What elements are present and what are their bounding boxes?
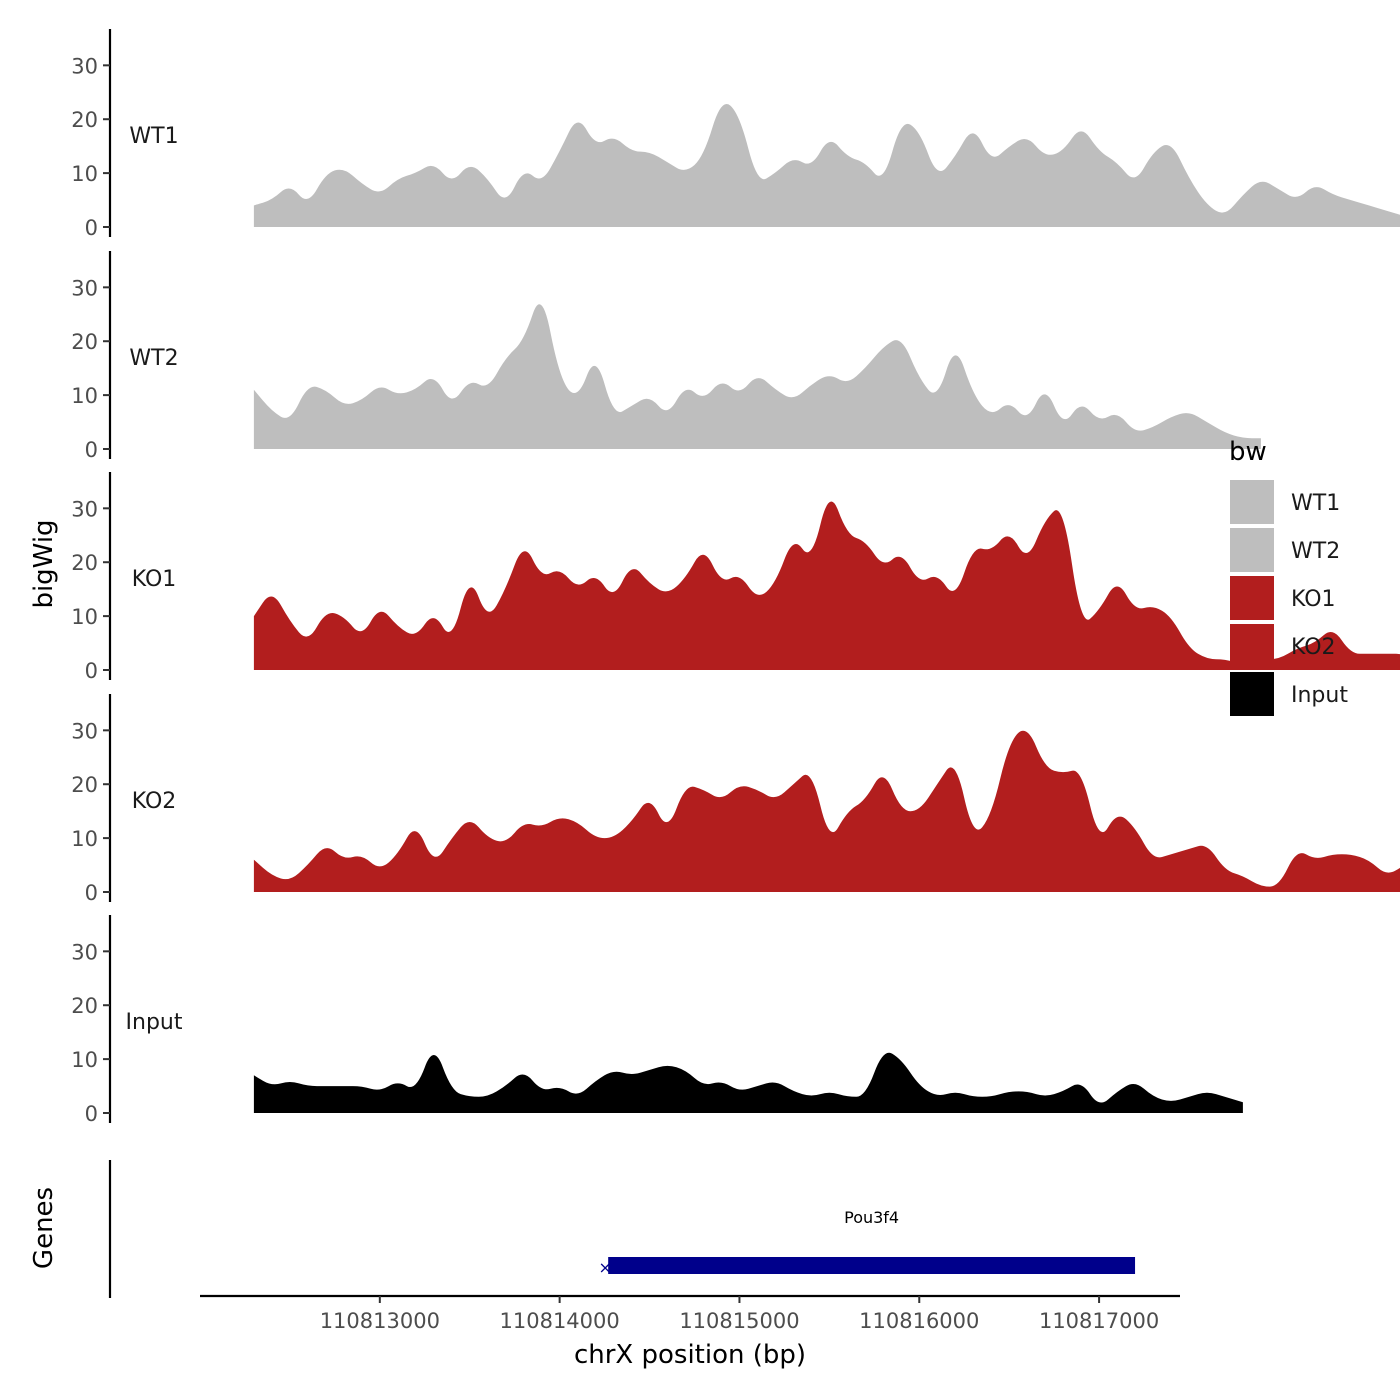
track-ko1: 0 10 20 30 KO1 (71, 472, 1400, 683)
y-axis-label: bigWig (29, 519, 59, 608)
x-tick-label: 110815000 (679, 1309, 799, 1333)
area-ko2 (253, 730, 1400, 892)
signal-tracks: 0 10 20 30 WT1 0 10 20 30 WT2 0 10 20 30 KO1 0 10 20 30 KO2… (71, 29, 1400, 1126)
y-tick-label: 20 (71, 330, 98, 354)
track-label-wt2: WT2 (129, 346, 178, 371)
y-tick-label: 30 (71, 940, 98, 964)
area-input (253, 1052, 1243, 1113)
y-tick-label: 0 (85, 881, 98, 905)
y-tick-label: 20 (71, 773, 98, 797)
gene-strand-marker: × (598, 1258, 611, 1277)
genes-track-label: Genes (29, 1187, 59, 1269)
gene-body-pou3f4 (608, 1257, 1136, 1274)
legend-title: bw (1229, 437, 1267, 467)
track-ko2: 0 10 20 30 KO2 (71, 694, 1400, 905)
area-wt1 (253, 104, 1400, 227)
x-axis: 110813000 110814000 110815000 110816000 1108… (200, 1294, 1180, 1333)
y-tick-label: 30 (71, 497, 98, 521)
y-tick-label: 0 (85, 1102, 98, 1126)
y-tick-label: 20 (71, 108, 98, 132)
x-tick-label: 110816000 (859, 1309, 979, 1333)
legend-label-ko1: KO1 (1291, 587, 1336, 612)
y-tick-label: 20 (71, 551, 98, 575)
gene-track: × Pou3f4 (108, 1160, 1136, 1298)
y-tick-label: 20 (71, 994, 98, 1018)
legend-key-ko2 (1230, 624, 1274, 668)
area-wt2 (253, 304, 1261, 449)
y-tick-label: 10 (71, 1048, 98, 1072)
x-tick-label: 110814000 (500, 1309, 620, 1333)
area-ko1 (253, 501, 1400, 670)
y-tick-label: 0 (85, 659, 98, 683)
legend-key-ko1 (1230, 576, 1274, 620)
legend-label-input: Input (1291, 683, 1348, 708)
y-tick-label: 10 (71, 162, 98, 186)
legend-label-ko2: KO2 (1291, 635, 1336, 660)
y-tick-label: 10 (71, 827, 98, 851)
track-label-ko2: KO2 (132, 789, 177, 814)
legend-label-wt1: WT1 (1291, 491, 1340, 516)
track-wt2: 0 10 20 30 WT2 (71, 251, 1261, 462)
gene-label-pou3f4: Pou3f4 (844, 1208, 899, 1227)
track-label-input: Input (126, 1010, 183, 1035)
legend-key-wt2 (1230, 528, 1274, 572)
y-tick-label: 30 (71, 719, 98, 743)
legend: bw WT1 WT2 KO1 KO2 Input (1229, 437, 1348, 716)
x-tick-label: 110817000 (1039, 1309, 1159, 1333)
track-input: 0 10 20 30 Input (71, 915, 1243, 1126)
x-axis-label: chrX position (bp) (574, 1340, 806, 1370)
track-label-wt1: WT1 (129, 124, 178, 149)
x-tick-label: 110813000 (320, 1309, 440, 1333)
legend-key-wt1 (1230, 480, 1274, 524)
y-tick-label: 30 (71, 276, 98, 300)
legend-key-input (1230, 672, 1274, 716)
y-tick-label: 0 (85, 438, 98, 462)
y-tick-label: 30 (71, 54, 98, 78)
y-tick-label: 10 (71, 605, 98, 629)
y-tick-label: 10 (71, 384, 98, 408)
y-tick-label: 0 (85, 216, 98, 240)
track-label-ko1: KO1 (132, 567, 177, 592)
track-wt1: 0 10 20 30 WT1 (71, 29, 1400, 240)
legend-label-wt2: WT2 (1291, 539, 1340, 564)
